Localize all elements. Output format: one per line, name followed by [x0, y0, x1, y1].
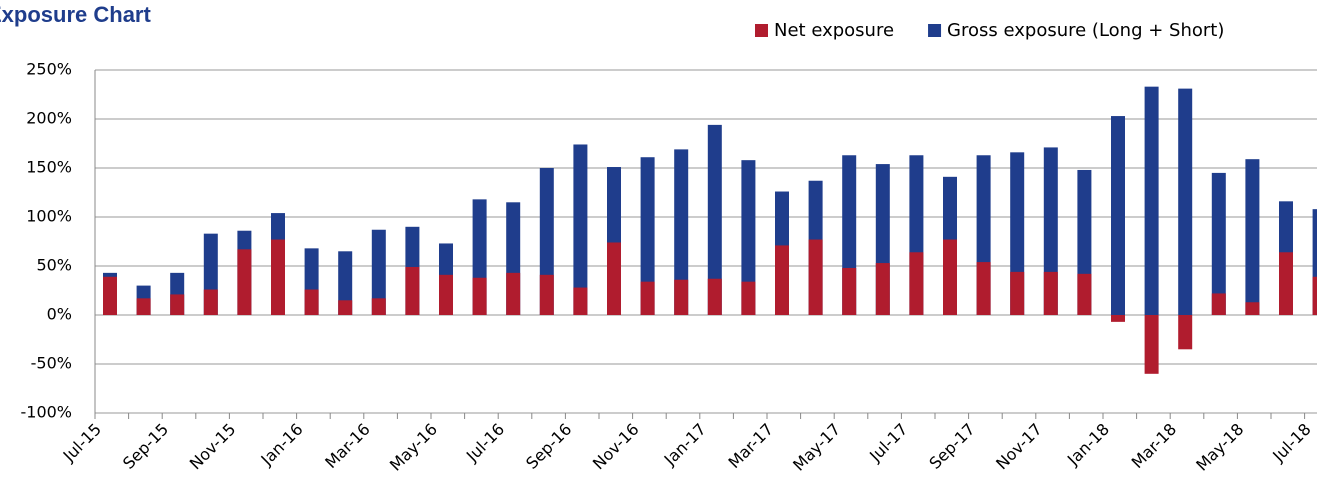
y-tick-label: -100% — [20, 403, 72, 422]
bar — [338, 300, 353, 315]
x-tick-label: May-16 — [386, 420, 441, 475]
bar — [1211, 172, 1226, 315]
bar — [304, 289, 319, 315]
bar — [976, 262, 991, 315]
chart-title: Exposure Chart — [0, 2, 151, 27]
bar — [607, 242, 621, 315]
bar — [1178, 315, 1193, 350]
y-tick-label: -50% — [31, 354, 72, 373]
bar — [472, 277, 487, 315]
bar — [741, 160, 756, 315]
bar — [640, 157, 655, 315]
x-tick-label: Sep-17 — [925, 420, 978, 473]
y-tick-label: 100% — [26, 207, 72, 226]
bar — [707, 124, 722, 315]
x-tick-label: Jul-16 — [462, 420, 508, 466]
x-tick-label: Sep-16 — [522, 420, 575, 473]
x-tick-label: Jan-17 — [660, 420, 710, 470]
bar — [539, 274, 554, 315]
y-tick-label: 50% — [36, 256, 72, 275]
y-tick-label: 250% — [26, 60, 72, 79]
bar — [909, 252, 924, 315]
bar — [707, 278, 722, 315]
x-tick-label: Jul-17 — [865, 420, 911, 466]
bar — [506, 272, 521, 315]
bar — [741, 281, 756, 315]
bar — [775, 245, 789, 315]
y-tick-label: 0% — [47, 305, 72, 324]
y-tick-label: 200% — [26, 109, 72, 128]
bar — [1043, 271, 1058, 315]
bar — [237, 249, 252, 315]
bar — [640, 281, 655, 315]
x-tick-label: May-18 — [1192, 420, 1247, 475]
x-tick-label: Nov-16 — [589, 420, 643, 474]
legend-swatch — [928, 24, 942, 37]
x-tick-label: Jul-18 — [1268, 420, 1314, 466]
bar — [1144, 315, 1159, 374]
bar — [1010, 271, 1025, 315]
x-tick-label: Jan-16 — [257, 420, 307, 470]
bar — [1279, 252, 1293, 315]
bar — [1312, 209, 1317, 315]
bar — [136, 298, 151, 315]
bar — [674, 149, 689, 315]
bar — [439, 274, 453, 315]
bar — [1111, 116, 1125, 315]
legend-swatch — [755, 24, 768, 37]
bar — [875, 263, 890, 315]
bar — [1144, 86, 1159, 315]
legend-label: Net exposure — [774, 20, 894, 41]
x-tick-label: Jul-15 — [59, 420, 105, 466]
bar — [1178, 88, 1193, 316]
x-tick-label: Jan-18 — [1063, 420, 1113, 470]
bar — [1111, 315, 1125, 322]
bar — [170, 294, 185, 315]
bar — [842, 267, 857, 315]
bar — [573, 144, 588, 315]
x-tick-label: May-17 — [789, 420, 844, 475]
x-tick-label: Sep-15 — [119, 420, 172, 473]
x-tick-label: Mar-16 — [321, 420, 374, 473]
x-tick-label: Nov-17 — [992, 420, 1046, 474]
bar — [573, 287, 588, 315]
bar — [1211, 293, 1226, 315]
bar — [371, 229, 386, 315]
x-tick-label: Mar-18 — [1128, 420, 1181, 473]
bar — [203, 289, 218, 315]
bar — [1245, 159, 1260, 315]
bar — [1312, 276, 1317, 315]
bar — [271, 239, 285, 315]
legend-label: Gross exposure (Long + Short) — [947, 20, 1224, 41]
bar — [103, 276, 117, 315]
bar — [1077, 273, 1092, 315]
bar — [808, 239, 823, 315]
x-tick-label: Mar-17 — [724, 420, 777, 473]
bar — [405, 266, 420, 315]
bar — [674, 279, 689, 315]
y-tick-label: 150% — [26, 158, 72, 177]
bar — [371, 298, 386, 315]
bar — [1245, 302, 1260, 315]
x-tick-label: Nov-15 — [186, 420, 240, 474]
bar — [943, 239, 957, 315]
bar — [338, 251, 353, 315]
